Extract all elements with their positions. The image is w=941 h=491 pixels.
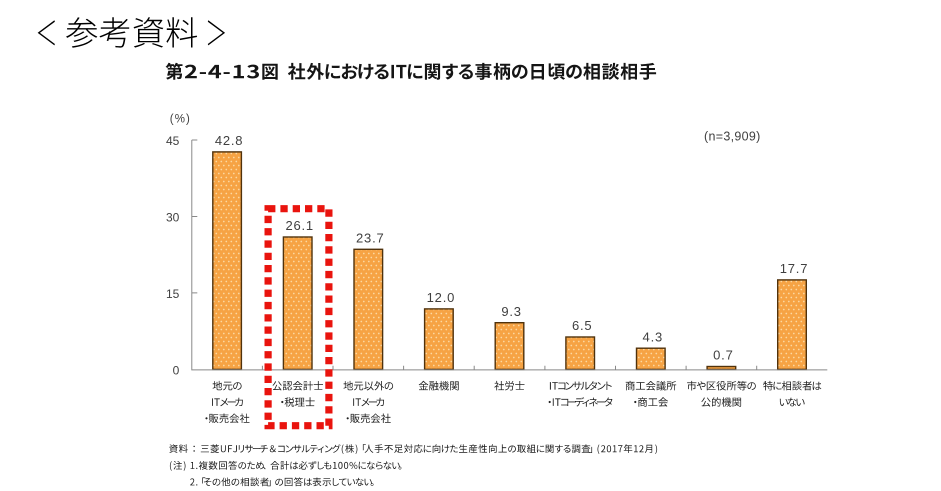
svg-text:45: 45: [166, 134, 180, 148]
svg-text:4.3: 4.3: [643, 329, 663, 344]
svg-text:23.7: 23.7: [356, 230, 385, 245]
svg-text:9.3: 9.3: [501, 304, 521, 319]
svg-text:0: 0: [173, 364, 180, 378]
svg-text:42.8: 42.8: [215, 133, 244, 148]
svg-text:(n=3,909): (n=3,909): [704, 129, 761, 143]
svg-text:15: 15: [166, 287, 180, 301]
svg-text:(%): (%): [170, 114, 191, 126]
svg-text:17.7: 17.7: [780, 261, 809, 276]
svg-text:12.0: 12.0: [427, 290, 456, 305]
svg-text:6.5: 6.5: [572, 318, 592, 333]
svg-text:26.1: 26.1: [285, 218, 314, 233]
svg-text:0.7: 0.7: [713, 348, 733, 363]
svg-text:30: 30: [166, 211, 180, 225]
